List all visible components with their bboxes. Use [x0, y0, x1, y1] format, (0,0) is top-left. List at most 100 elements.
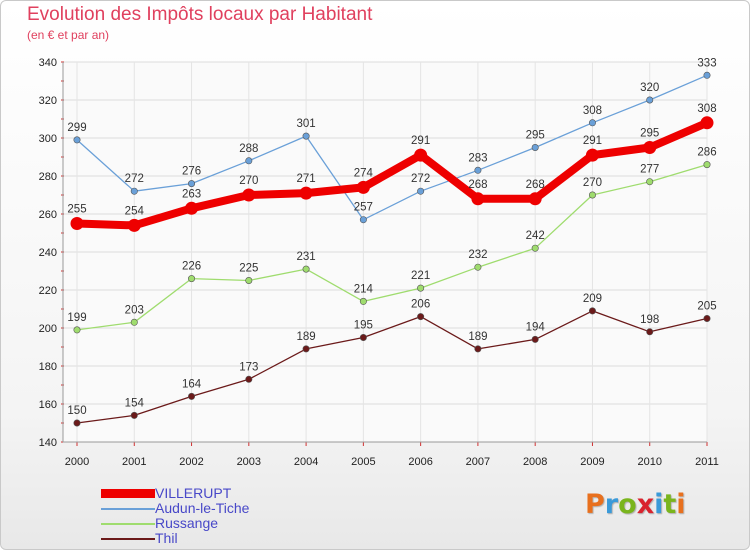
data-point: [588, 191, 596, 199]
data-label: 189: [296, 331, 315, 343]
data-label: 195: [354, 320, 373, 332]
data-point: [474, 345, 482, 353]
data-label: 291: [411, 135, 430, 147]
data-point: [414, 148, 428, 162]
series-russange: 199 203 226 225 231 214 221 232 242 270 277 286: [67, 147, 717, 334]
data-label: 299: [67, 122, 86, 134]
y-tick-label: 180: [39, 361, 57, 373]
data-point: [359, 297, 367, 305]
data-label: 268: [526, 179, 545, 191]
series-line: [76, 74, 708, 221]
data-label: 164: [182, 378, 202, 390]
data-label: 333: [697, 57, 716, 69]
data-label: 225: [239, 263, 258, 275]
y-tick-label: 220: [39, 285, 57, 297]
data-label: 173: [239, 361, 258, 373]
data-point: [703, 71, 711, 79]
legend-swatch: [101, 507, 155, 510]
data-point: [700, 116, 714, 130]
series-villerupt: 255 254 263 270 271 274 291 268 268 291 295 308: [67, 103, 717, 232]
data-label: 301: [296, 118, 315, 130]
y-tick-label: 200: [39, 323, 57, 335]
data-point: [302, 265, 310, 273]
y-tick-label: 280: [39, 171, 57, 183]
data-point: [528, 192, 542, 206]
data-point: [73, 326, 81, 334]
data-label: 203: [125, 304, 144, 316]
data-point: [70, 217, 84, 230]
data-point: [643, 141, 657, 154]
x-tick-label: 2003: [237, 456, 261, 468]
logo-letter: r: [604, 489, 619, 520]
legend-swatch: [101, 489, 155, 498]
chart-subtitle: (en € et par an): [27, 28, 110, 42]
data-label: 199: [67, 312, 86, 324]
data-point: [245, 276, 253, 284]
data-label: 288: [239, 143, 258, 155]
x-tick-label: 2006: [408, 456, 432, 468]
chart-title: Evolution des Impôts locaux par Habitant: [27, 4, 373, 25]
legend-item-villerupt: VILLERUPT: [101, 486, 249, 501]
data-label: 154: [125, 397, 145, 409]
data-label: 272: [411, 173, 430, 185]
data-point: [474, 166, 482, 174]
chart-legend: VILLERUPT Audun-le-Tiche Russange Thil: [101, 486, 249, 546]
logo-letter: i: [654, 489, 664, 520]
data-label: 214: [354, 283, 374, 295]
x-tick-label: 2004: [294, 456, 318, 468]
data-label: 205: [697, 301, 716, 313]
proxiti-logo: Proxiti: [585, 489, 686, 520]
data-label: 231: [296, 251, 315, 263]
data-point: [130, 187, 138, 195]
data-label: 268: [468, 179, 487, 191]
data-label: 291: [583, 135, 602, 147]
data-point: [417, 313, 425, 321]
series-line: [76, 119, 709, 230]
data-label: 255: [67, 204, 86, 216]
data-point: [299, 186, 313, 200]
data-label: 270: [239, 175, 258, 187]
logo-letter: i: [676, 489, 686, 520]
data-label: 206: [411, 299, 430, 311]
data-point: [588, 119, 596, 127]
y-tick-label: 260: [39, 209, 57, 221]
legend-label: Thil: [155, 530, 178, 546]
x-tick-label: 2008: [523, 456, 547, 468]
data-point: [302, 345, 310, 353]
data-point: [130, 411, 138, 419]
logo-letter: x: [636, 489, 655, 520]
x-tick-label: 2005: [351, 456, 375, 468]
data-label: 308: [583, 105, 602, 117]
data-point: [359, 333, 367, 341]
data-label: 271: [296, 173, 315, 185]
legend-label: Audun-le-Tiche: [155, 500, 250, 516]
data-label: 308: [697, 103, 716, 115]
series-audun-le-tiche: 299 272 276 288 301 257 272 283 295 308 320 333: [67, 57, 717, 224]
x-tick-label: 2010: [637, 456, 661, 468]
y-tick-label: 320: [39, 95, 57, 107]
data-point: [703, 314, 711, 322]
data-label: 194: [526, 321, 546, 333]
data-point: [242, 188, 256, 202]
data-label: 263: [182, 188, 201, 200]
legend-item-audun-le-tiche: Audun-le-Tiche: [101, 501, 249, 516]
data-point: [73, 419, 81, 427]
data-label: 150: [67, 405, 86, 417]
data-point: [588, 307, 596, 315]
data-point: [130, 318, 138, 326]
logo-letter: P: [585, 489, 605, 520]
y-tick-label: 140: [39, 437, 57, 449]
legend-swatch: [101, 537, 155, 540]
data-point: [471, 192, 485, 206]
data-point: [417, 187, 425, 195]
data-point: [531, 144, 539, 152]
data-label: 257: [354, 202, 373, 214]
data-point: [73, 136, 81, 144]
y-tick-label: 240: [39, 247, 57, 259]
data-point: [356, 180, 370, 194]
legend-label: Russange: [155, 515, 219, 531]
data-label: 189: [468, 331, 487, 343]
series-line: [76, 310, 708, 424]
data-point: [703, 161, 711, 169]
